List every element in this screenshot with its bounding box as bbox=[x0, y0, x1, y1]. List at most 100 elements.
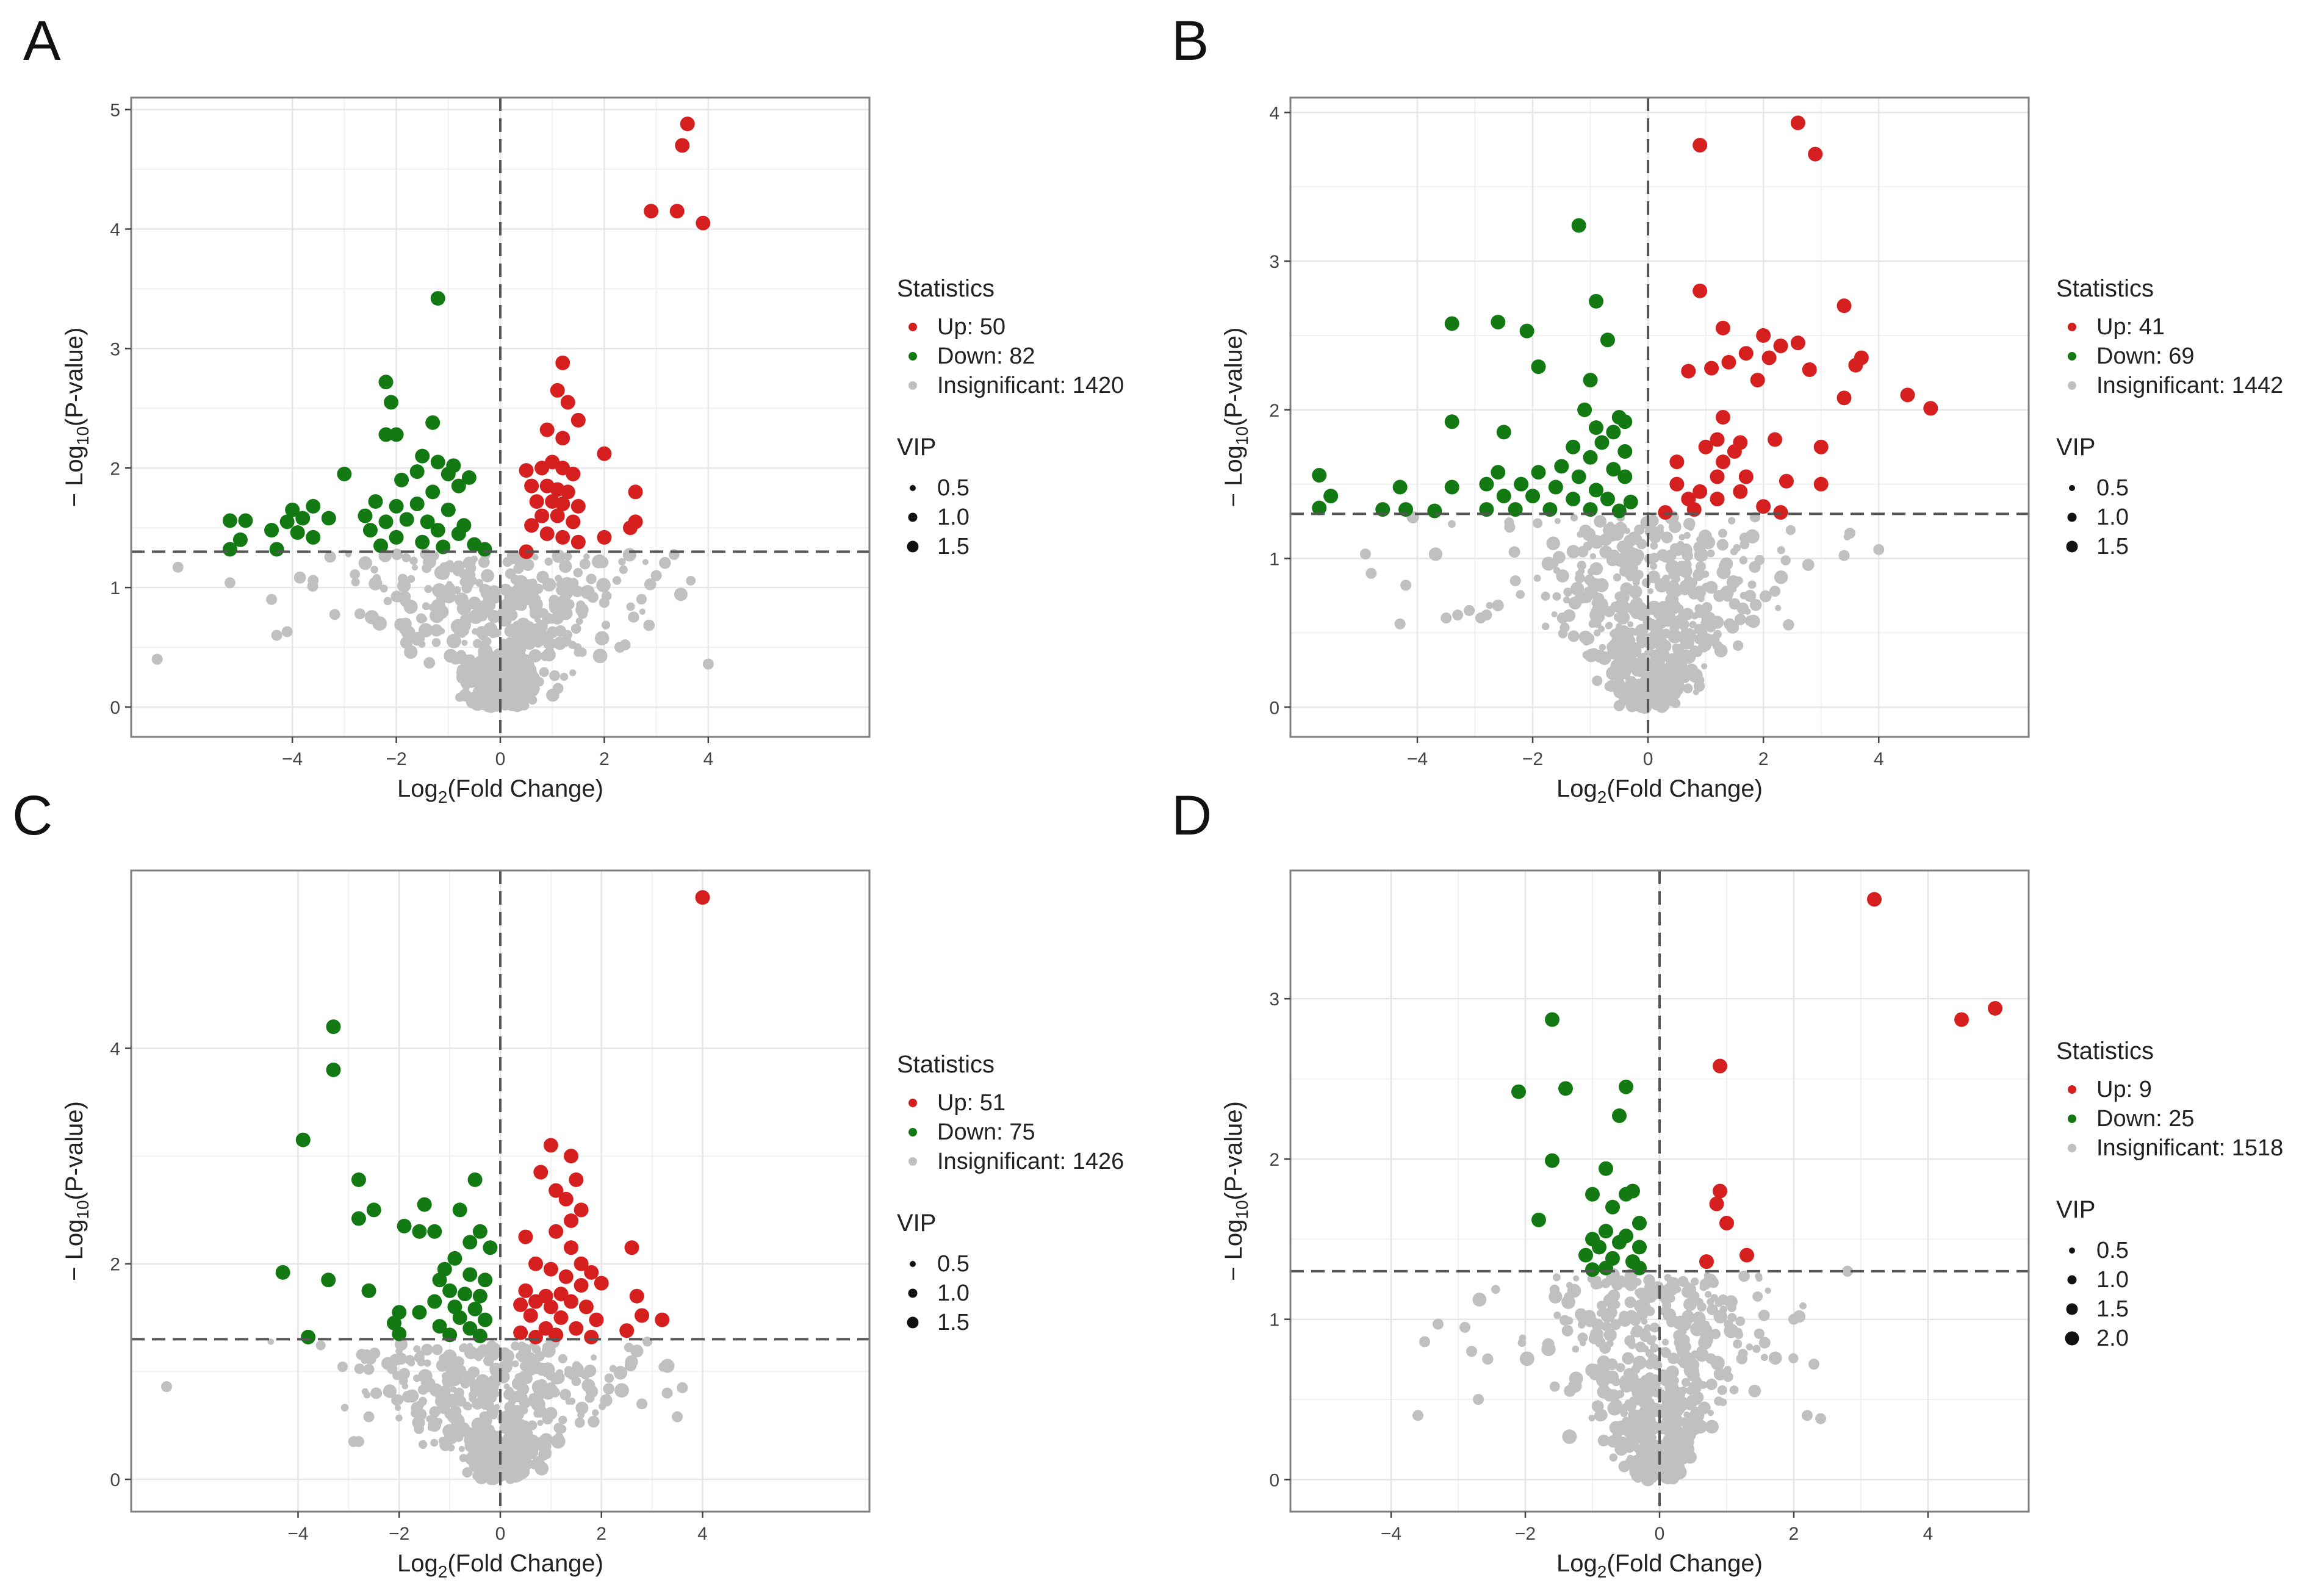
insignificant-point bbox=[1603, 1328, 1617, 1342]
down-point bbox=[351, 1172, 366, 1187]
y-tick-label: 4 bbox=[110, 220, 120, 240]
insignificant-point bbox=[434, 605, 449, 619]
insignificant-point bbox=[1632, 679, 1644, 690]
insignificant-point bbox=[1606, 1389, 1621, 1402]
insignificant-point bbox=[1649, 1323, 1660, 1333]
down-point bbox=[1625, 1183, 1640, 1199]
insignificant-point bbox=[1760, 1354, 1768, 1362]
insignificant-point bbox=[442, 1374, 455, 1388]
insignificant-point bbox=[559, 672, 569, 681]
panel-b: B −4 −2 0 2 4 0 1 2 3 4 Log2(Fold Change) − Log10(P-… bbox=[1171, 10, 2283, 806]
insignificant-point bbox=[1707, 1304, 1718, 1316]
insignificant-point bbox=[503, 1466, 514, 1478]
insignificant-point bbox=[1635, 699, 1649, 713]
up-point bbox=[553, 1310, 569, 1326]
insignificant-point bbox=[1710, 1294, 1718, 1302]
insignificant-point bbox=[1636, 638, 1647, 648]
down-point bbox=[409, 497, 425, 512]
insignificant-point bbox=[1748, 1384, 1761, 1398]
insignificant-point bbox=[422, 602, 430, 611]
insignificant-point bbox=[459, 689, 472, 702]
up-point bbox=[1761, 350, 1777, 365]
insignificant-point bbox=[533, 1409, 542, 1418]
up-point bbox=[564, 1149, 579, 1164]
insignificant-point bbox=[525, 1365, 532, 1372]
up-point bbox=[1808, 146, 1823, 162]
insignificant-point bbox=[650, 570, 662, 581]
down-point bbox=[264, 523, 279, 538]
vip-size-label: 1.5 bbox=[2096, 1296, 2129, 1322]
insignificant-point bbox=[1541, 556, 1556, 571]
vip-size-label: 1.0 bbox=[2096, 504, 2129, 530]
up-point bbox=[518, 1283, 533, 1298]
insignificant-point bbox=[383, 1384, 397, 1398]
insignificant-point bbox=[1689, 645, 1700, 656]
insignificant-point bbox=[1630, 606, 1643, 619]
panels: A −4 −2 0 2 4 0 1 2 3 4 5 Log2(Fold Change) − Log10(P… bbox=[12, 10, 2283, 1581]
insignificant-point bbox=[1697, 552, 1705, 561]
vip-size-swatch bbox=[2067, 512, 2077, 522]
insignificant-point bbox=[478, 672, 487, 683]
insignificant-point bbox=[1681, 1377, 1691, 1387]
y-tick-label: 3 bbox=[1269, 252, 1279, 272]
insignificant-point bbox=[1570, 514, 1578, 522]
insignificant-point bbox=[592, 648, 608, 664]
insignificant-point bbox=[583, 553, 590, 560]
legend-swatch-down bbox=[2068, 352, 2076, 361]
up-point bbox=[1750, 373, 1765, 388]
legend-swatch-down bbox=[908, 352, 917, 361]
down-point bbox=[1600, 492, 1615, 507]
up-point bbox=[1773, 339, 1788, 354]
down-point bbox=[321, 1273, 336, 1288]
insignificant-point bbox=[1554, 517, 1561, 525]
insignificant-point bbox=[412, 1374, 421, 1382]
insignificant-point bbox=[1626, 573, 1635, 581]
insignificant-point bbox=[467, 1343, 473, 1349]
down-point bbox=[452, 1310, 467, 1326]
insignificant-point bbox=[1705, 1291, 1712, 1298]
down-point bbox=[399, 512, 414, 527]
up-point bbox=[1698, 439, 1713, 454]
insignificant-point bbox=[544, 557, 553, 566]
insignificant-point bbox=[517, 1382, 526, 1391]
insignificant-point bbox=[462, 616, 472, 625]
up-point bbox=[1738, 346, 1754, 361]
up-point bbox=[555, 497, 570, 512]
insignificant-point bbox=[1609, 1453, 1618, 1462]
insignificant-point bbox=[550, 611, 564, 625]
x-tick-label: −2 bbox=[389, 1524, 409, 1544]
insignificant-point bbox=[487, 1349, 500, 1361]
insignificant-point bbox=[1808, 1359, 1819, 1370]
down-point bbox=[467, 1301, 483, 1316]
up-point bbox=[1733, 484, 1748, 499]
up-point bbox=[1813, 476, 1829, 492]
insignificant-point bbox=[451, 1392, 465, 1405]
insignificant-point bbox=[559, 559, 572, 573]
up-point bbox=[564, 1213, 579, 1229]
up-point bbox=[539, 526, 555, 541]
up-point bbox=[574, 1202, 589, 1218]
insignificant-point bbox=[413, 1345, 421, 1353]
insignificant-point bbox=[1678, 1318, 1691, 1331]
insignificant-point bbox=[418, 1440, 428, 1449]
insignificant-point bbox=[569, 669, 577, 677]
insignificant-point bbox=[1691, 1409, 1705, 1423]
down-point bbox=[368, 494, 383, 509]
y-axis-title: − Log10(P-value) bbox=[61, 1101, 92, 1281]
insignificant-point bbox=[1620, 582, 1633, 595]
insignificant-point bbox=[1627, 621, 1634, 628]
insignificant-point bbox=[1533, 518, 1543, 528]
down-point bbox=[1545, 1153, 1560, 1168]
insignificant-point bbox=[1683, 517, 1696, 530]
insignificant-point bbox=[1654, 624, 1663, 633]
insignificant-point bbox=[1599, 545, 1613, 559]
down-point bbox=[321, 511, 336, 526]
insignificant-point bbox=[1575, 590, 1588, 604]
insignificant-point bbox=[1578, 630, 1592, 644]
up-point bbox=[524, 478, 539, 494]
insignificant-point bbox=[1634, 1396, 1644, 1406]
vip-size-label: 0.5 bbox=[2096, 1238, 2129, 1263]
insignificant-point bbox=[1546, 536, 1560, 550]
insignificant-point bbox=[1595, 592, 1602, 599]
insignificant-point bbox=[430, 624, 443, 637]
